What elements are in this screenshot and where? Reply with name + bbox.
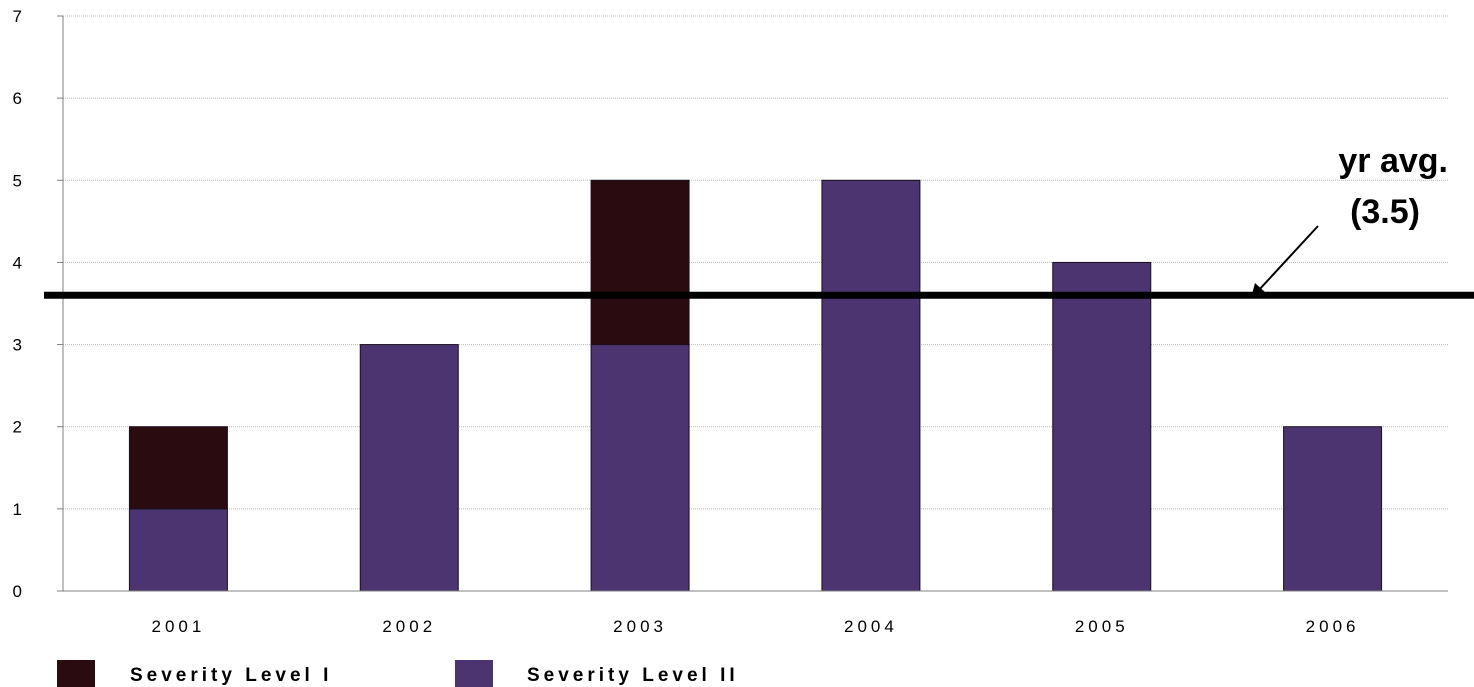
bars <box>128 179 1383 592</box>
annotation-line2: (3.5) <box>1350 193 1420 231</box>
bar-2004-level-2 <box>821 179 921 592</box>
legend-swatch-level-2 <box>455 660 493 687</box>
annotation-arrow <box>1257 225 1319 292</box>
bar-2003-level-1 <box>590 179 690 346</box>
y-axis: 0 1 2 3 4 5 6 7 <box>13 7 64 601</box>
y-tick-label: 5 <box>13 171 22 190</box>
legend: Severity Level I Severity Level II <box>57 660 739 687</box>
gridlines <box>63 15 1448 510</box>
y-tick-label: 3 <box>13 336 22 355</box>
y-tick-label: 4 <box>13 253 22 272</box>
average-annotation: yr avg. (3.5) <box>1251 142 1448 298</box>
annotation-line1: yr avg. <box>1338 142 1448 180</box>
y-tick-label: 6 <box>13 89 22 108</box>
bar-2002-level-2 <box>359 344 459 592</box>
x-tick-label: 2002 <box>382 617 436 636</box>
bar-2006-level-2 <box>1283 426 1383 592</box>
y-tick-label: 2 <box>13 418 22 437</box>
y-tick-label: 7 <box>13 7 22 26</box>
y-tick-label: 0 <box>13 582 22 601</box>
bar-2001-level-1 <box>128 426 228 510</box>
x-tick-label: 2001 <box>152 617 206 636</box>
annotation-arrowhead <box>1251 283 1266 298</box>
x-tick-label: 2005 <box>1075 617 1129 636</box>
legend-label-level-1: Severity Level I <box>130 665 332 686</box>
bar-2001-level-2 <box>128 508 228 592</box>
legend-label-level-2: Severity Level II <box>527 665 739 686</box>
y-tick-label: 1 <box>13 500 22 519</box>
x-tick-label: 2006 <box>1306 617 1360 636</box>
x-tick-label: 2004 <box>844 617 898 636</box>
legend-swatch-level-1 <box>57 660 95 687</box>
x-axis: 2001 2002 2003 2004 2005 2006 <box>63 590 1448 636</box>
x-tick-label: 2003 <box>613 617 667 636</box>
bar-2005-level-2 <box>1052 261 1152 592</box>
bar-2003-level-2 <box>590 344 690 592</box>
